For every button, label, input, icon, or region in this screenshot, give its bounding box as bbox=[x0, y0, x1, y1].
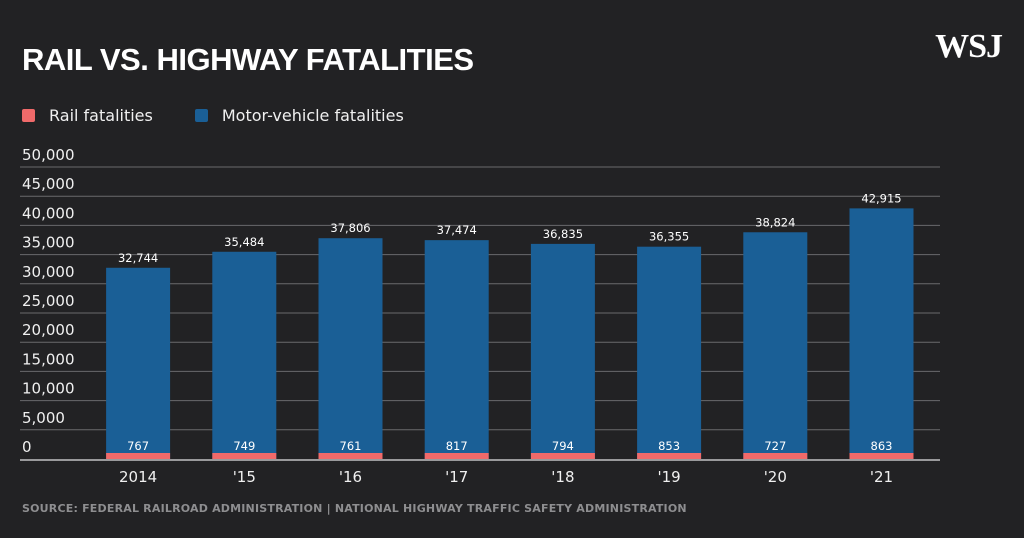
motor-vehicle-bar bbox=[318, 238, 383, 459]
x-tick-label: '17 bbox=[445, 468, 468, 486]
y-tick-label: 5,000 bbox=[22, 409, 65, 427]
y-tick-label: 50,000 bbox=[22, 146, 75, 164]
rail-bar bbox=[424, 453, 489, 459]
rail-value-label: 853 bbox=[658, 439, 680, 453]
y-tick-label: 35,000 bbox=[22, 234, 75, 252]
rail-bar bbox=[637, 453, 702, 459]
x-tick-label: '18 bbox=[551, 468, 574, 486]
wsj-logo: WSJ bbox=[935, 28, 1003, 65]
motor-value-label: 32,744 bbox=[118, 251, 158, 265]
y-tick-label: 25,000 bbox=[22, 292, 75, 310]
motor-vehicle-bar bbox=[530, 243, 595, 459]
motor-value-label: 36,355 bbox=[649, 230, 689, 244]
motor-vehicle-bar bbox=[637, 246, 702, 459]
legend-label-rail: Rail fatalities bbox=[49, 106, 153, 125]
x-tick-label: '21 bbox=[870, 468, 893, 486]
motor-value-label: 37,474 bbox=[437, 223, 477, 237]
rail-bar bbox=[530, 453, 595, 459]
legend-label-motor: Motor-vehicle fatalities bbox=[221, 106, 404, 125]
y-tick-label: 20,000 bbox=[22, 321, 75, 339]
rail-bar bbox=[743, 453, 808, 459]
rail-value-label: 749 bbox=[233, 439, 255, 453]
y-tick-label: 0 bbox=[22, 438, 32, 456]
motor-vehicle-bar bbox=[743, 232, 808, 459]
rail-value-label: 767 bbox=[127, 439, 149, 453]
rail-bar bbox=[106, 453, 171, 459]
motor-value-label: 38,824 bbox=[755, 215, 795, 229]
motor-vehicle-bar bbox=[212, 251, 277, 459]
y-tick-label: 30,000 bbox=[22, 263, 75, 281]
x-tick-label: '19 bbox=[657, 468, 680, 486]
rail-value-label: 761 bbox=[340, 439, 362, 453]
x-tick-label: '15 bbox=[233, 468, 256, 486]
rail-bar bbox=[318, 453, 383, 459]
rail-value-label: 863 bbox=[871, 439, 893, 453]
legend-item-motor: Motor-vehicle fatalities bbox=[194, 106, 404, 125]
motor-vehicle-bar bbox=[106, 267, 171, 459]
y-tick-label: 10,000 bbox=[22, 380, 75, 398]
rail-value-label: 727 bbox=[764, 439, 786, 453]
x-tick-label: 2014 bbox=[119, 468, 157, 486]
motor-value-label: 42,915 bbox=[861, 191, 901, 205]
source-note: SOURCE: FEDERAL RAILROAD ADMINISTRATION … bbox=[22, 502, 687, 515]
y-tick-label: 40,000 bbox=[22, 204, 75, 222]
rail-swatch bbox=[22, 109, 35, 122]
motor-vehicle-bar bbox=[424, 240, 489, 459]
rail-value-label: 817 bbox=[446, 439, 468, 453]
x-tick-label: '20 bbox=[764, 468, 787, 486]
y-tick-label: 45,000 bbox=[22, 175, 75, 193]
chart-title: RAIL VS. HIGHWAY FATALITIES bbox=[22, 42, 474, 77]
motor-value-label: 36,835 bbox=[543, 227, 583, 241]
legend: Rail fatalities Motor-vehicle fatalities bbox=[22, 106, 404, 125]
motor-value-label: 37,806 bbox=[330, 221, 370, 235]
x-tick-label: '16 bbox=[339, 468, 362, 486]
motor-swatch bbox=[194, 109, 208, 122]
legend-item-rail: Rail fatalities bbox=[22, 106, 153, 125]
motor-value-label: 35,484 bbox=[224, 235, 264, 249]
y-tick-label: 15,000 bbox=[22, 350, 75, 368]
rail-value-label: 794 bbox=[552, 439, 574, 453]
motor-vehicle-bar bbox=[849, 208, 914, 459]
rail-bar bbox=[849, 453, 914, 459]
rail-bar bbox=[212, 453, 277, 459]
